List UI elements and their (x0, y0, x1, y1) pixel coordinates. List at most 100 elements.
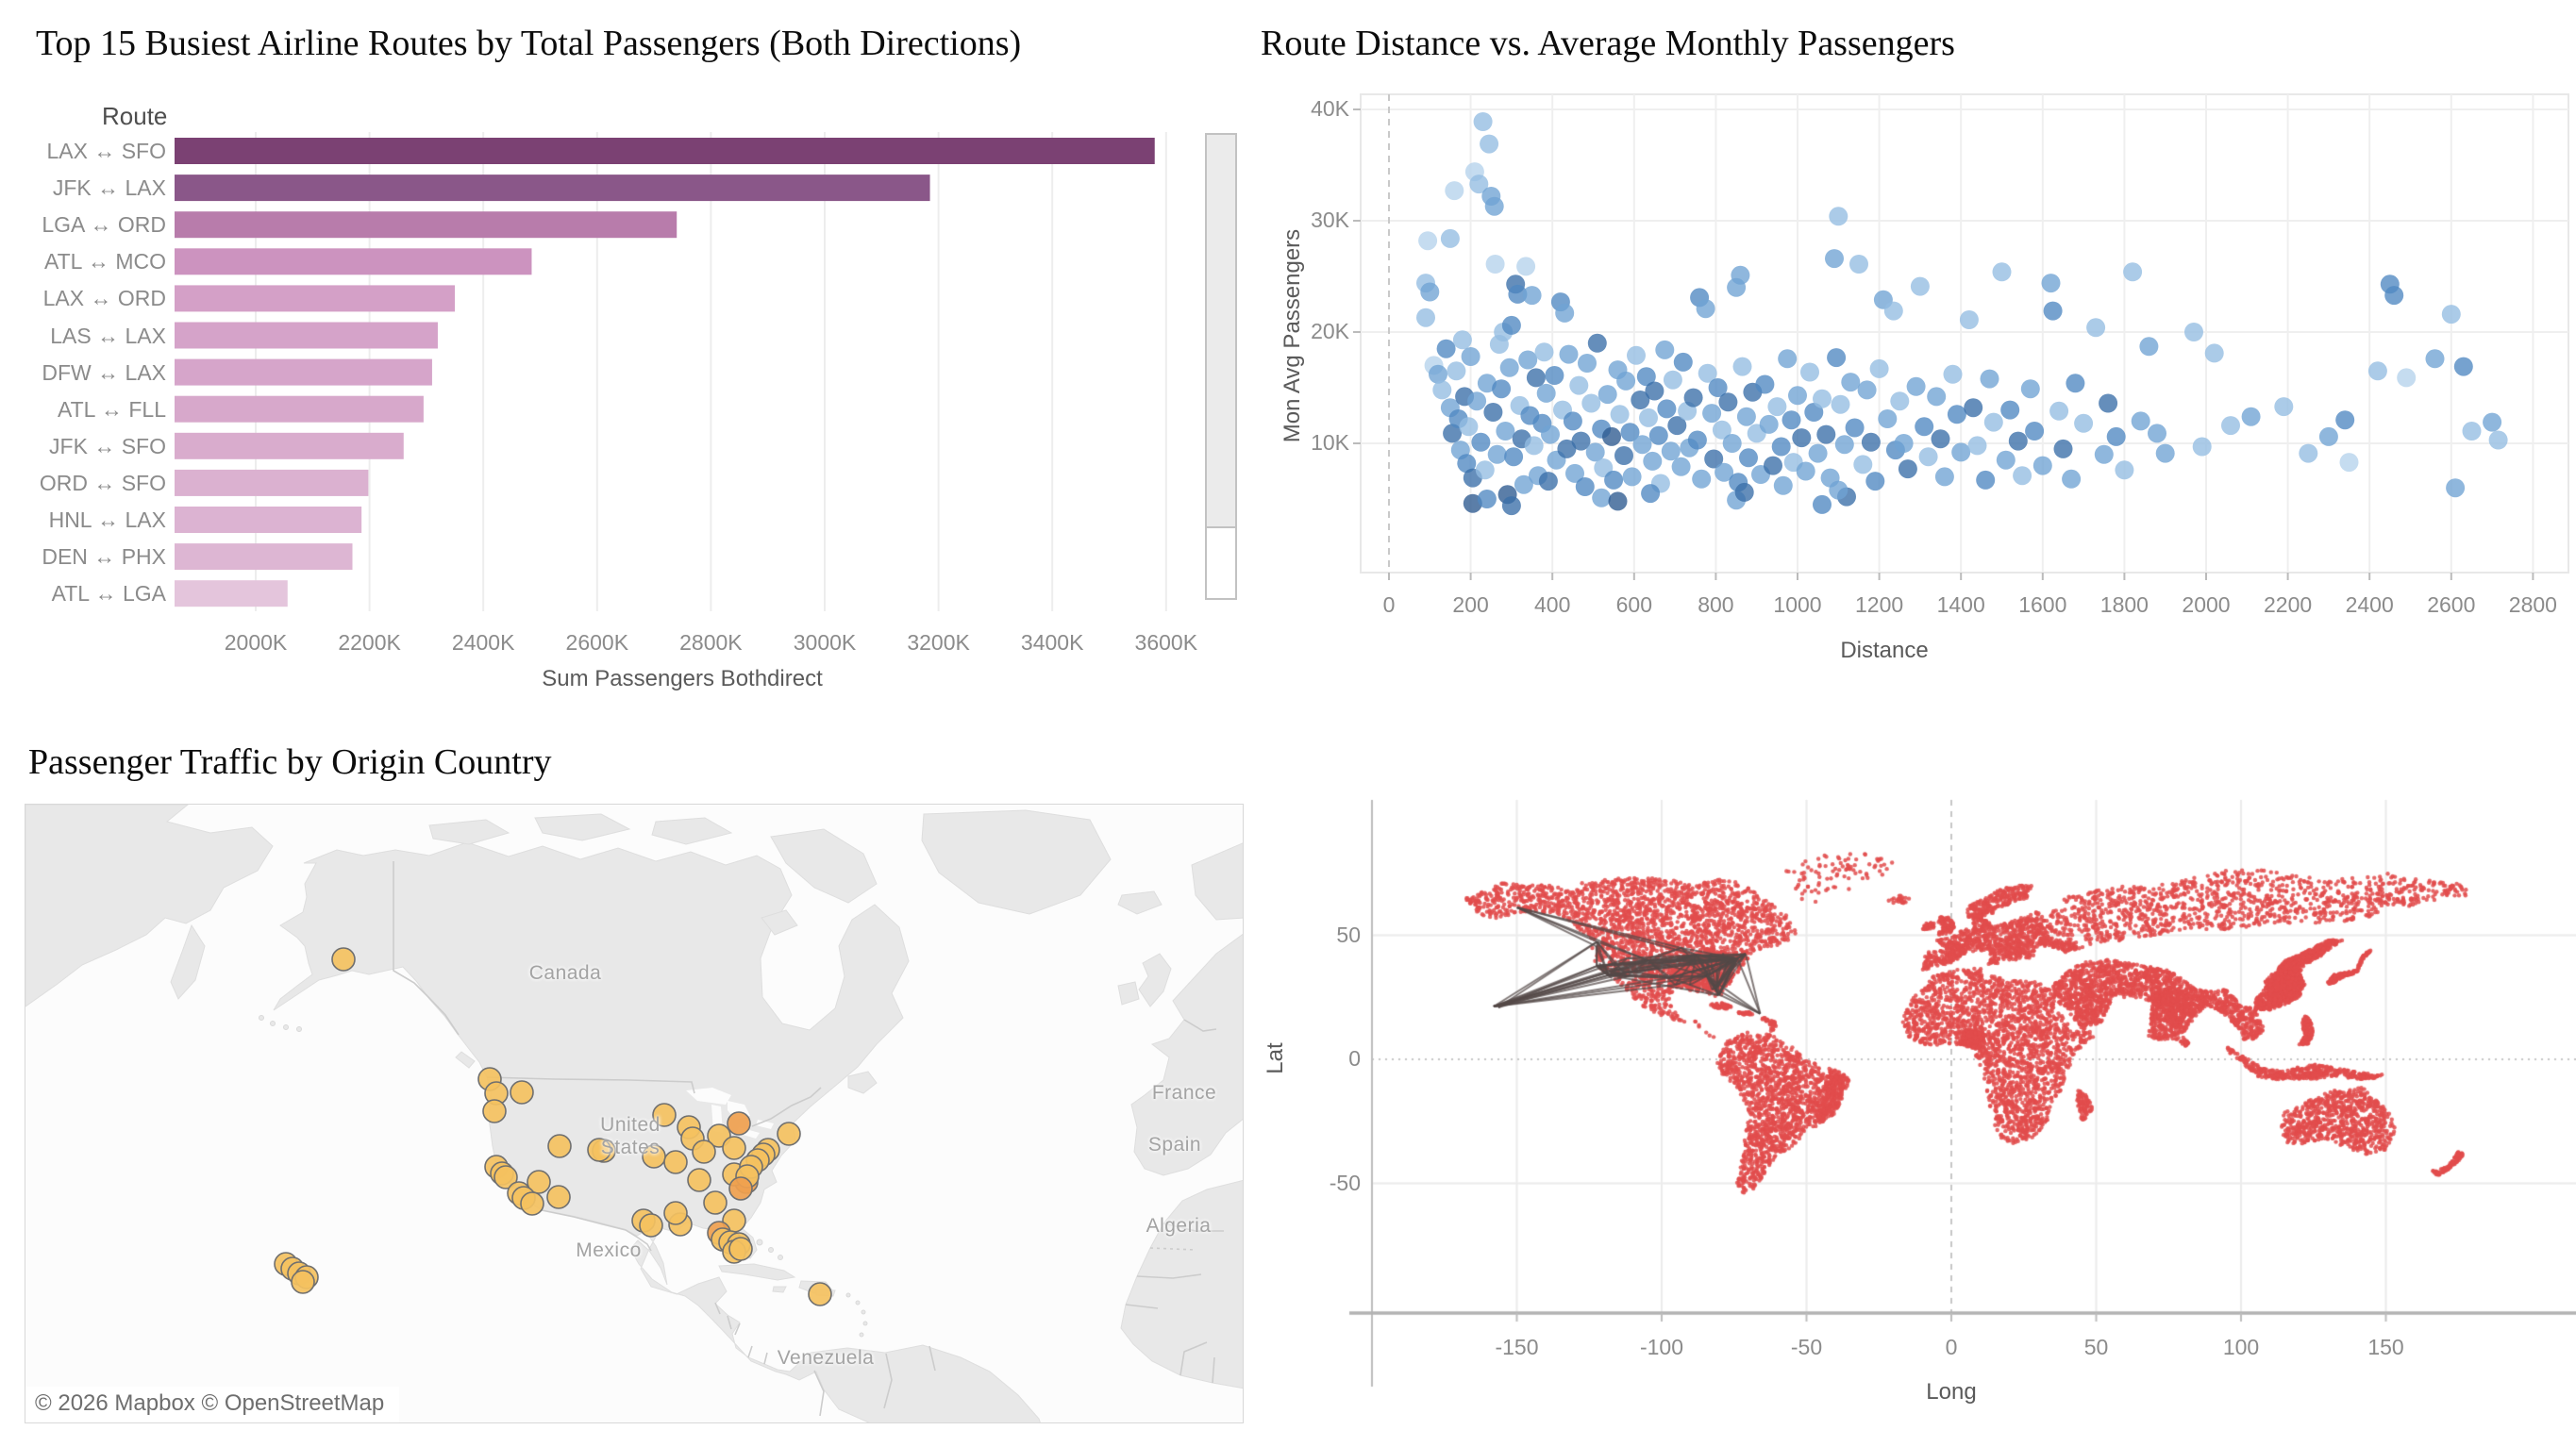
scatter-point[interactable] (1702, 404, 1722, 424)
scatter-point[interactable] (2184, 323, 2203, 341)
scatter-point[interactable] (1585, 442, 1605, 462)
scatter-point[interactable] (1673, 352, 1693, 372)
scatter-point[interactable] (1755, 374, 1775, 394)
scatter-point[interactable] (1614, 446, 1633, 465)
scatter-point[interactable] (1910, 276, 1930, 296)
scatter-point[interactable] (1469, 175, 1489, 194)
scatter-point[interactable] (1518, 350, 1538, 370)
scatter-point[interactable] (1631, 391, 1650, 409)
scatter-point[interactable] (2049, 401, 2069, 421)
scatter-point[interactable] (1869, 358, 1889, 378)
scatter-point[interactable] (1457, 454, 1477, 474)
scatter-point[interactable] (1534, 342, 1554, 362)
city-dot[interactable] (728, 1176, 753, 1201)
scatter-point[interactable] (1739, 448, 1758, 468)
scatter-point[interactable] (1420, 282, 1440, 302)
scatter-point[interactable] (1461, 347, 1480, 366)
scatter-point[interactable] (1655, 340, 1675, 359)
city-dot[interactable] (663, 1201, 688, 1225)
scatter-point[interactable] (1632, 435, 1652, 455)
map-attribution[interactable]: © 2026 Mapbox © OpenStreetMap (25, 1387, 400, 1422)
scatter-point[interactable] (1894, 434, 1914, 453)
scatter-point[interactable] (1501, 315, 1521, 335)
scatter-point[interactable] (1692, 469, 1712, 489)
scatter-point[interactable] (2204, 343, 2224, 363)
scatter-point[interactable] (2025, 422, 2045, 441)
scatter-point[interactable] (1781, 410, 1801, 430)
scatter-point[interactable] (2053, 439, 2073, 458)
bar-ATL↔LGA[interactable] (175, 580, 288, 607)
scatter-point[interactable] (1477, 374, 1497, 393)
scatter-point[interactable] (1485, 255, 1505, 274)
scatter-point[interactable] (1622, 467, 1642, 487)
scatter-point[interactable] (1813, 494, 1832, 514)
scatter-point[interactable] (1429, 364, 1447, 384)
city-dot[interactable] (587, 1138, 611, 1162)
scatter-point[interactable] (2099, 393, 2118, 413)
scatter-point[interactable] (1545, 366, 1564, 385)
scatter-point[interactable] (1827, 348, 1847, 368)
scatter-point[interactable] (1704, 449, 1724, 469)
scatter-point[interactable] (1898, 459, 1917, 479)
scatter-point[interactable] (1759, 414, 1779, 434)
bar-HNL↔LAX[interactable] (175, 507, 362, 533)
scatter-point[interactable] (1440, 228, 1460, 248)
scatter-point[interactable] (2318, 426, 2338, 446)
city-dot[interactable] (728, 1237, 753, 1261)
bar-LAS↔LAX[interactable] (175, 322, 438, 349)
city-dot[interactable] (703, 1190, 728, 1215)
scatter-point[interactable] (1522, 286, 1542, 306)
city-dot[interactable] (777, 1122, 801, 1146)
scatter-point[interactable] (2094, 444, 2114, 464)
scatter-point[interactable] (2086, 318, 2106, 338)
bar-LAX↔SFO[interactable] (175, 138, 1155, 164)
scatter-point[interactable] (2453, 357, 2473, 376)
city-dot[interactable] (546, 1185, 571, 1209)
scatter-point[interactable] (2148, 424, 2166, 443)
scatter-point[interactable] (1712, 420, 1731, 440)
scatter-point[interactable] (2425, 349, 2445, 369)
scatter-point[interactable] (1951, 442, 1971, 462)
scatter-point[interactable] (1443, 424, 1463, 443)
scatter-point[interactable] (2043, 301, 2063, 321)
scatter-point[interactable] (1627, 345, 1646, 365)
scatter-point[interactable] (1834, 435, 1854, 455)
city-dot[interactable] (639, 1213, 663, 1238)
city-dot[interactable] (510, 1080, 534, 1105)
bar-ATL↔MCO[interactable] (175, 248, 532, 275)
scatter-point[interactable] (1499, 358, 1519, 377)
city-dot[interactable] (527, 1170, 551, 1194)
scatter-point[interactable] (1432, 380, 1452, 400)
scatter-point[interactable] (1983, 412, 2003, 432)
scatter-point[interactable] (2192, 437, 2212, 457)
scatter-point[interactable] (1483, 403, 1503, 422)
scatter-point[interactable] (1934, 467, 1954, 487)
origin-map-svg[interactable] (25, 805, 1244, 1423)
scatter-point[interactable] (2066, 374, 2085, 393)
scatter-point[interactable] (1715, 462, 1734, 482)
scatter-point[interactable] (1569, 375, 1589, 395)
scatter-point[interactable] (2008, 431, 2028, 451)
scatter-point[interactable] (1734, 482, 1754, 502)
scatter-point[interactable] (1683, 388, 1703, 407)
scatter-point[interactable] (1489, 335, 1509, 354)
scatter-point[interactable] (1778, 349, 1798, 369)
scatter-point[interactable] (1671, 457, 1691, 476)
scatter-point[interactable] (1996, 450, 2016, 470)
scatter-point[interactable] (1883, 301, 1903, 321)
scatter-point[interactable] (1861, 432, 1881, 452)
scatter-point[interactable] (2013, 466, 2032, 486)
scatter-point[interactable] (1796, 461, 1815, 481)
scatter-point[interactable] (2446, 478, 2466, 498)
scatter-point[interactable] (1610, 405, 1630, 424)
scatter-point[interactable] (1571, 431, 1591, 451)
scatter-point[interactable] (1636, 367, 1656, 387)
scatter-point[interactable] (1890, 391, 1910, 411)
scatter-point[interactable] (1813, 389, 1832, 408)
scatter-point[interactable] (1477, 490, 1497, 508)
scatter-point[interactable] (2155, 443, 2175, 463)
scatter-point[interactable] (1657, 399, 1677, 419)
scatter-point[interactable] (2123, 262, 2143, 282)
scatter-point[interactable] (1452, 330, 1472, 350)
flight-map-plot[interactable] (1255, 726, 2576, 1447)
